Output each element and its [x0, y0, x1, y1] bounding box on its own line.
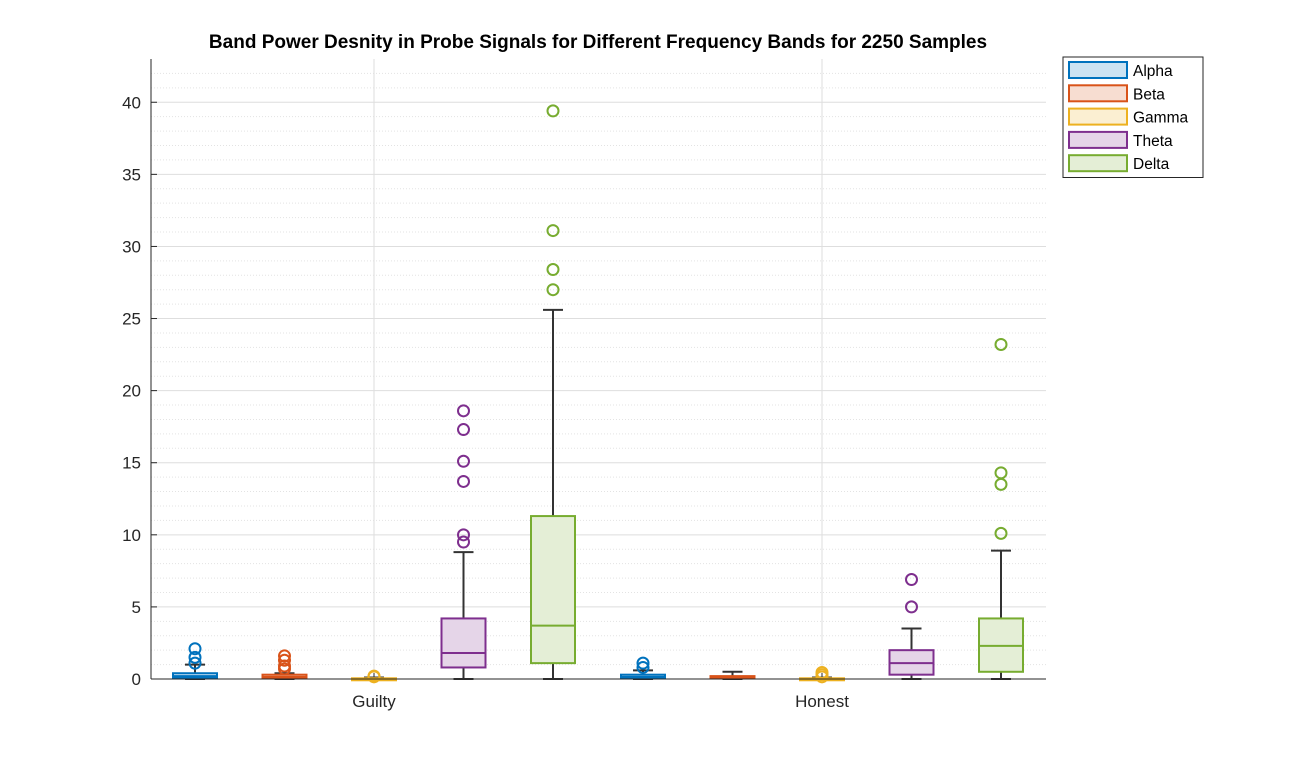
y-tick-label: 40	[122, 93, 141, 112]
legend-swatch-delta	[1068, 154, 1128, 173]
box-delta-guilty	[530, 104, 576, 680]
outlier-point	[546, 263, 560, 277]
legend-label-delta: Delta	[1133, 156, 1170, 173]
major-grid	[151, 59, 1046, 679]
outlier-point	[457, 404, 470, 418]
box-alpha-honest	[620, 656, 666, 680]
legend-swatch-beta	[1068, 84, 1128, 103]
outlier-point	[278, 653, 291, 667]
outlier-point	[546, 224, 560, 238]
box-alpha-guilty	[172, 642, 218, 680]
outlier-point	[994, 337, 1008, 351]
legend-label-beta: Beta	[1133, 86, 1165, 103]
y-tick-label: 25	[122, 310, 141, 329]
box-theta-guilty	[440, 404, 487, 680]
outlier-point	[994, 466, 1008, 480]
box-beta-guilty	[261, 649, 308, 680]
x-axis-ticks: Guilty Honest	[352, 673, 849, 711]
outlier-point	[994, 526, 1008, 540]
outlier-point	[994, 477, 1008, 491]
chart-title: Band Power Desnity in Probe Signals for …	[209, 32, 987, 53]
legend-swatch-theta	[1068, 130, 1128, 149]
legend-label-theta: Theta	[1133, 133, 1173, 150]
y-tick-label: 10	[122, 526, 141, 545]
outlier-point	[188, 650, 202, 664]
legend: Alpha Beta Gamma Theta Delta	[1062, 56, 1204, 178]
outlier-point	[367, 669, 381, 683]
outlier-point	[457, 528, 470, 542]
box-body	[530, 515, 576, 665]
y-tick-label: 30	[122, 237, 141, 256]
y-tick-label: 35	[122, 165, 141, 184]
outlier-point	[905, 600, 918, 614]
outlier-point	[278, 649, 291, 663]
outlier-point	[546, 104, 560, 118]
box-beta-honest	[709, 670, 756, 680]
y-axis-ticks: 0 5 10 15 20 25 30 35 40	[122, 93, 157, 689]
legend-swatch-alpha	[1068, 61, 1128, 79]
outlier-point	[457, 454, 470, 468]
outlier-point	[636, 656, 650, 670]
minor-grid	[151, 72, 1046, 666]
y-tick-label: 15	[122, 454, 141, 473]
y-tick-label: 5	[132, 598, 141, 617]
x-tick-label: Guilty	[352, 692, 396, 711]
outlier-point	[457, 474, 470, 488]
box-theta-honest	[888, 573, 935, 680]
legend-label-gamma: Gamma	[1133, 110, 1189, 127]
outlier-point	[905, 573, 918, 587]
x-tick-label: Honest	[795, 692, 849, 711]
outlier-point	[636, 660, 650, 674]
outlier-point	[546, 283, 560, 297]
outlier-point	[188, 642, 202, 656]
y-tick-label: 20	[122, 382, 141, 401]
outlier-point	[815, 666, 829, 680]
box-body	[440, 617, 487, 669]
legend-swatch-gamma	[1068, 107, 1128, 126]
outlier-point	[457, 535, 470, 549]
box-series	[172, 104, 1024, 684]
outlier-point	[457, 423, 470, 437]
y-tick-label: 0	[132, 670, 141, 689]
outlier-point	[188, 656, 202, 670]
box-delta-honest	[978, 337, 1024, 680]
legend-label-alpha: Alpha	[1133, 63, 1173, 80]
